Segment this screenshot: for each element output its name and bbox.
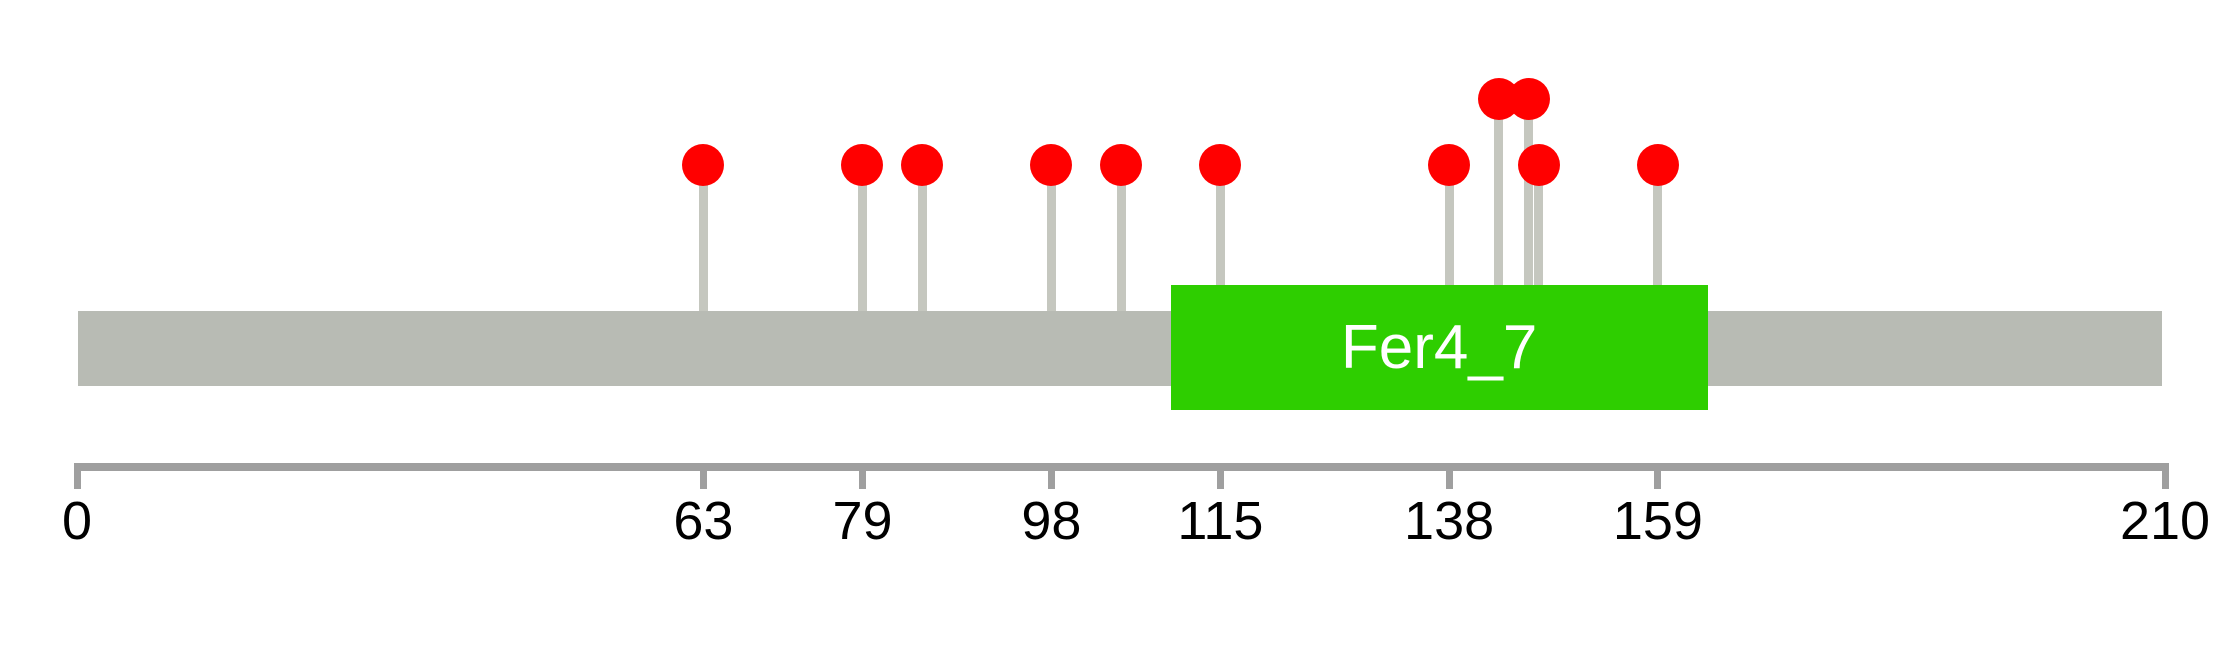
lollipop-stem (1534, 165, 1544, 285)
lollipop-stem (1444, 165, 1454, 285)
axis-tick (2161, 463, 2169, 489)
lollipop-stem (857, 165, 867, 311)
mutation-marker (682, 144, 725, 186)
lollipop-stem (1653, 165, 1663, 285)
mutation-marker (1636, 144, 1679, 186)
mutation-marker (901, 144, 944, 186)
mutation-marker (1517, 144, 1560, 186)
lollipop-stem (1524, 99, 1534, 285)
lollipop-stem (1116, 165, 1126, 311)
axis-tick (699, 463, 707, 489)
mutation-marker (1100, 144, 1142, 186)
mutation-marker (841, 144, 884, 186)
axis-tick-label: 138 (1404, 491, 1495, 551)
x-axis-line (77, 463, 2165, 471)
mutation-marker (1030, 144, 1073, 186)
domain-label: Fer4_7 (1340, 312, 1538, 382)
axis-tick-label: 98 (1021, 491, 1082, 551)
axis-tick (73, 463, 81, 489)
lollipop-stem (1494, 99, 1504, 285)
mutation-marker (1507, 78, 1550, 120)
lollipop-stem (1215, 165, 1225, 285)
lollipop-stem (1046, 165, 1056, 311)
axis-tick (1047, 463, 1055, 489)
axis-tick-label: 210 (2119, 491, 2211, 551)
axis-tick-label: 79 (832, 491, 893, 551)
axis-tick (1654, 463, 1662, 489)
axis-tick (1216, 463, 1224, 489)
domain-box-fer4-7: Fer4_7 (1170, 285, 1708, 410)
lollipop-stem (698, 165, 708, 311)
axis-tick-label: 63 (673, 491, 734, 551)
axis-tick (1445, 463, 1453, 489)
axis-tick-label: 115 (1177, 491, 1264, 551)
axis-tick-label: 159 (1612, 491, 1703, 551)
axis-tick-label: 0 (61, 491, 93, 551)
lollipop-stem (917, 165, 927, 311)
protein-backbone (78, 311, 2162, 386)
mutation-marker (1199, 144, 1242, 186)
mutation-marker (1428, 144, 1471, 186)
axis-tick (858, 463, 866, 489)
